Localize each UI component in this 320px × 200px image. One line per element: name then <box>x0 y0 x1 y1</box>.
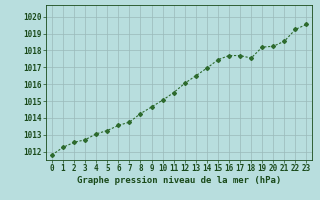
X-axis label: Graphe pression niveau de la mer (hPa): Graphe pression niveau de la mer (hPa) <box>77 176 281 185</box>
